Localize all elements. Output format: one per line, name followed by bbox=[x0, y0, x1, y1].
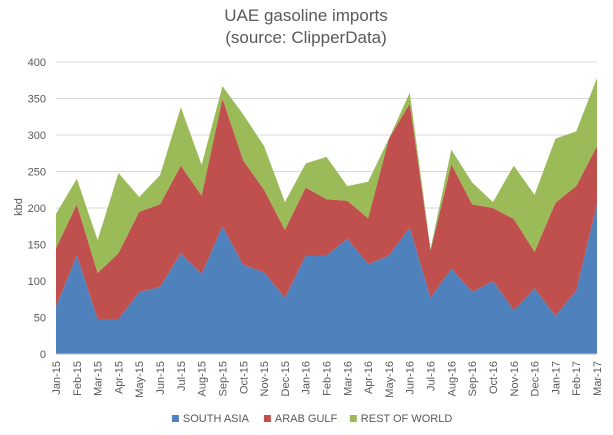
area-rest-of-world bbox=[56, 78, 597, 273]
x-tick-label: Aug-16 bbox=[446, 361, 458, 396]
legend-label-arab-gulf: ARAB GULF bbox=[275, 413, 338, 425]
x-tick-label: Dec-15 bbox=[280, 361, 292, 396]
y-tick-label: 0 bbox=[40, 349, 46, 361]
x-tick-label: Dec-16 bbox=[530, 361, 542, 396]
x-tick-label: Sep-16 bbox=[467, 361, 479, 396]
x-tick-label: Jun-16 bbox=[405, 361, 417, 395]
x-axis-ticks: Jan-15 Feb-15 Mar-15 Apr-15 May-15 Jun-15 Jul-… bbox=[51, 361, 604, 398]
y-axis-ticks: 0 50 100 150 200 250 300 350 400 bbox=[28, 57, 46, 361]
x-tick-label: Jan-17 bbox=[550, 361, 562, 395]
y-tick-label: 200 bbox=[28, 203, 46, 215]
x-tick-label: Nov-16 bbox=[509, 361, 521, 396]
legend-label-south-asia: SOUTH ASIA bbox=[183, 413, 250, 425]
x-tick-label: Mar-16 bbox=[342, 361, 354, 396]
legend: SOUTH ASIA ARAB GULF REST OF WORLD bbox=[171, 413, 453, 425]
x-tick-label: Jun-15 bbox=[155, 361, 167, 395]
area-arab-gulf bbox=[56, 98, 597, 319]
x-tick-label: Mar-15 bbox=[93, 361, 105, 396]
x-tick-label: May-15 bbox=[134, 361, 146, 398]
x-tick-label: Sep-15 bbox=[217, 361, 229, 396]
x-tick-label: Feb-17 bbox=[571, 361, 583, 396]
y-tick-label: 150 bbox=[28, 240, 46, 252]
y-tick-label: 50 bbox=[34, 313, 46, 325]
legend-label-rest-of-world: REST OF WORLD bbox=[361, 413, 453, 425]
area-south-asia bbox=[56, 204, 597, 354]
chart-title: UAE gasoline imports bbox=[224, 6, 387, 25]
y-tick-label: 300 bbox=[28, 130, 46, 142]
x-tick-label: Mar-17 bbox=[592, 361, 604, 396]
x-tick-label: Nov-15 bbox=[259, 361, 271, 396]
y-tick-label: 350 bbox=[28, 94, 46, 106]
x-tick-label: Apr-16 bbox=[363, 361, 375, 394]
legend-swatch-south-asia bbox=[171, 415, 179, 422]
y-tick-label: 100 bbox=[28, 276, 46, 288]
legend-swatch-arab-gulf bbox=[263, 415, 271, 422]
x-tick-label: Jul-16 bbox=[426, 361, 438, 391]
chart-subtitle: (source: ClipperData) bbox=[225, 28, 387, 47]
legend-swatch-rest-of-world bbox=[349, 415, 357, 422]
area-series-layer bbox=[56, 78, 597, 354]
y-tick-label: 400 bbox=[28, 57, 46, 69]
y-tick-label: 250 bbox=[28, 167, 46, 179]
x-tick-label: Oct-16 bbox=[488, 361, 500, 394]
x-tick-label: Feb-15 bbox=[72, 361, 84, 396]
x-tick-label: Aug-15 bbox=[197, 361, 209, 396]
x-tick-label: May-16 bbox=[384, 361, 396, 398]
y-axis-label: kbd bbox=[13, 198, 25, 216]
x-tick-label: Jan-16 bbox=[301, 361, 313, 395]
x-tick-label: Feb-16 bbox=[322, 361, 334, 396]
x-tick-label: Oct-15 bbox=[238, 361, 250, 394]
x-tick-label: Jan-15 bbox=[51, 361, 63, 395]
x-tick-label: Apr-15 bbox=[113, 361, 125, 394]
x-tick-label: Jul-15 bbox=[176, 361, 188, 391]
